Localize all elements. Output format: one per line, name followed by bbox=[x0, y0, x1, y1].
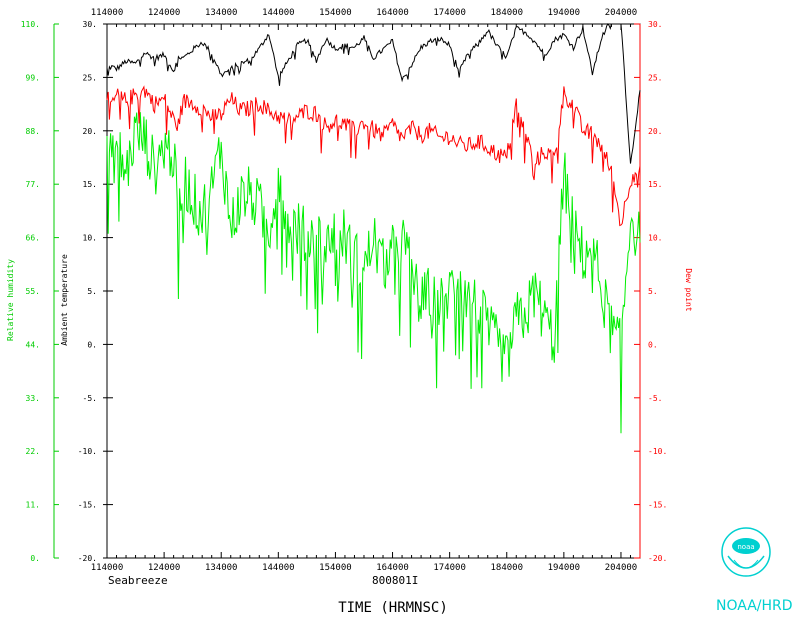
axes-group bbox=[53, 23, 641, 559]
rh-tick-label: 44. bbox=[26, 340, 40, 349]
dewpoint-tick-label: -5. bbox=[648, 394, 662, 403]
x-tick-label-top: 164000 bbox=[376, 8, 409, 18]
x-tick-label-top: 144000 bbox=[262, 8, 295, 18]
x-tick-label-top: 154000 bbox=[319, 8, 352, 18]
dewpoint-tick-label: 5. bbox=[648, 287, 658, 296]
dewpoint-axis-label: Dew point bbox=[684, 268, 693, 312]
temp-tick-label: -20. bbox=[78, 554, 97, 563]
series-line-temp-1 bbox=[106, 85, 641, 227]
rh-tick-label: 22. bbox=[26, 447, 40, 456]
station-label: Seabreeze bbox=[108, 574, 168, 587]
rh-tick-label: 88. bbox=[26, 127, 40, 136]
temp-tick-label: 25. bbox=[83, 73, 97, 82]
dewpoint-tick-label: 25. bbox=[648, 73, 662, 82]
dewpoint-tick-label: 15. bbox=[648, 180, 662, 189]
rh-tick-label: 66. bbox=[26, 234, 40, 243]
org-label: NOAA/HRD bbox=[716, 598, 793, 614]
dewpoint-tick-label: 10. bbox=[648, 234, 662, 243]
rh-tick-label: 110. bbox=[21, 20, 40, 29]
dewpoint-tick-label: -15. bbox=[648, 501, 667, 510]
temp-tick-label: 20. bbox=[83, 127, 97, 136]
temp-tick-label: 5. bbox=[87, 287, 97, 296]
dewpoint-tick-label: -20. bbox=[648, 554, 667, 563]
rh-tick-label: 77. bbox=[26, 180, 40, 189]
noaa-logo-icon: noaa bbox=[721, 527, 771, 577]
x-tick-label-top: 194000 bbox=[548, 8, 581, 18]
dewpoint-tick-label: 20. bbox=[648, 127, 662, 136]
x-tick-label: 174000 bbox=[433, 563, 466, 573]
flight-id-label: 800801I bbox=[372, 574, 418, 587]
x-tick-label: 114000 bbox=[91, 563, 124, 573]
labels-layer: 114000 114000 124000 124000 134000 134000 1440… bbox=[6, 8, 693, 616]
x-tick-label-top: 134000 bbox=[205, 8, 238, 18]
rh-axis-label: Relative humidity bbox=[6, 259, 15, 341]
x-tick-label: 124000 bbox=[148, 563, 181, 573]
rh-tick-label: 33. bbox=[26, 394, 40, 403]
x-tick-label-top: 184000 bbox=[490, 8, 523, 18]
plot-frame bbox=[106, 23, 641, 559]
temp-tick-label: -10. bbox=[78, 447, 97, 456]
x-tick-label: 154000 bbox=[319, 563, 352, 573]
x-tick-label-top: 114000 bbox=[91, 8, 124, 18]
temp-tick-label: 10. bbox=[83, 234, 97, 243]
rh-tick-label: 11. bbox=[26, 501, 40, 510]
rh-tick-label: 55. bbox=[26, 287, 40, 296]
dewpoint-tick-label: 0. bbox=[648, 340, 658, 349]
x-tick-label: 134000 bbox=[205, 563, 238, 573]
temp-tick-label: 30. bbox=[83, 20, 97, 29]
x-tick-label: 194000 bbox=[548, 563, 581, 573]
temp-tick-label: 15. bbox=[83, 180, 97, 189]
x-tick-label: 164000 bbox=[376, 563, 409, 573]
temp-tick-label: -15. bbox=[78, 501, 97, 510]
series-line-temp-0 bbox=[106, 23, 641, 164]
rh-tick-label: 99. bbox=[26, 73, 40, 82]
x-tick-label-top: 204000 bbox=[605, 8, 638, 18]
series-line-rh-2 bbox=[106, 112, 641, 434]
x-tick-label-top: 124000 bbox=[148, 8, 181, 18]
temp-axis-label: Ambient temperature bbox=[60, 254, 69, 346]
x-axis-title: TIME (HRMNSC) bbox=[338, 600, 448, 616]
rh-tick-label: 0. bbox=[30, 554, 40, 563]
x-tick-label: 184000 bbox=[490, 563, 523, 573]
x-tick-label: 144000 bbox=[262, 563, 295, 573]
x-tick-label: 204000 bbox=[605, 563, 638, 573]
noaa-logo-text: noaa bbox=[737, 543, 754, 551]
dewpoint-tick-label: 30. bbox=[648, 20, 662, 29]
temp-tick-label: -5. bbox=[83, 394, 97, 403]
x-tick-label-top: 174000 bbox=[433, 8, 466, 18]
series-layer bbox=[106, 23, 641, 434]
temp-tick-label: 0. bbox=[87, 340, 97, 349]
dewpoint-tick-label: -10. bbox=[648, 447, 667, 456]
